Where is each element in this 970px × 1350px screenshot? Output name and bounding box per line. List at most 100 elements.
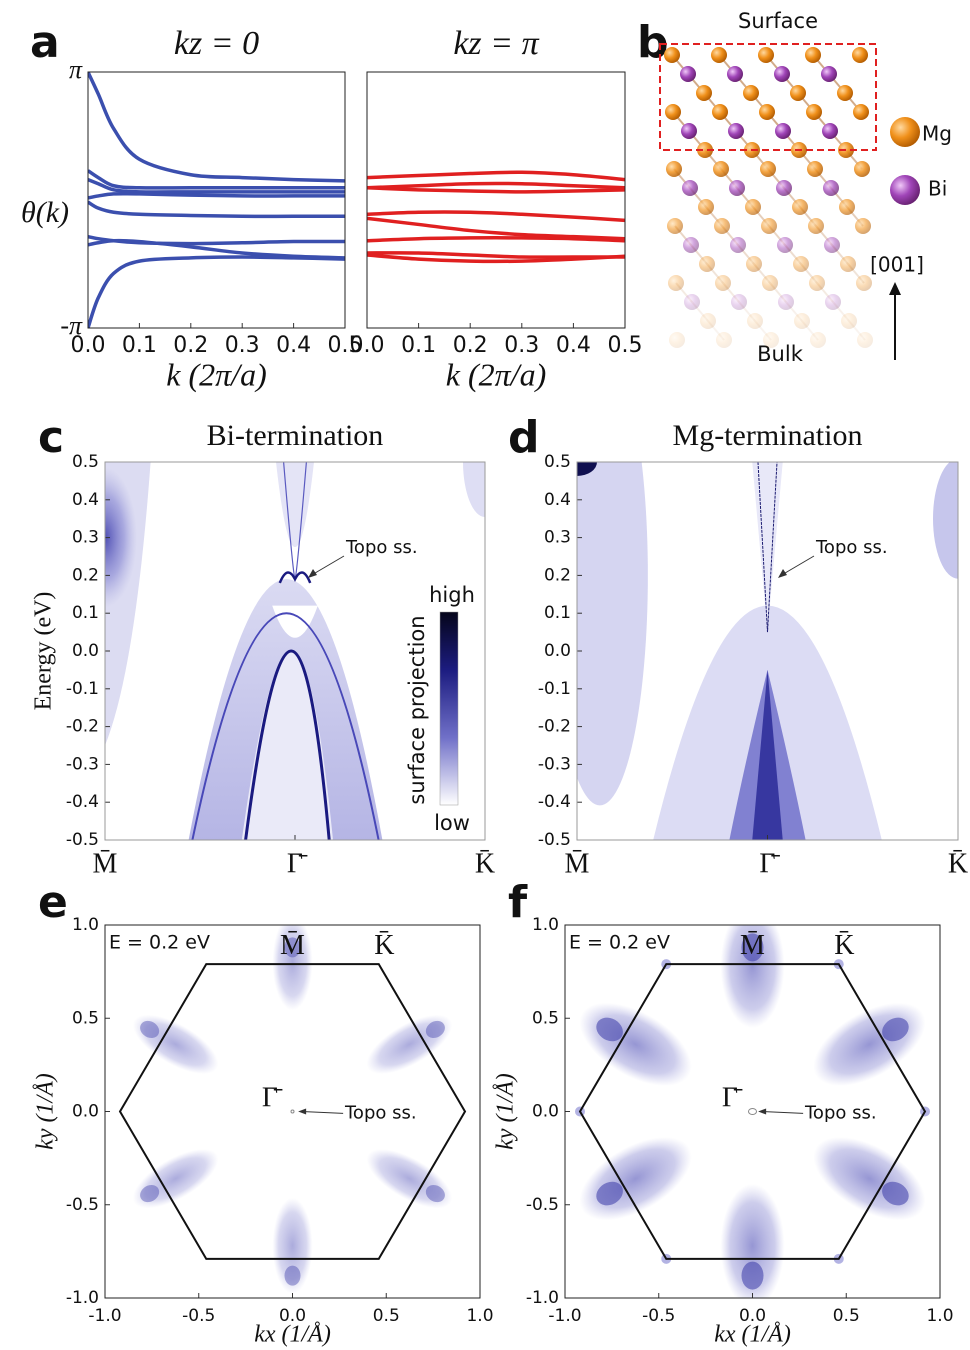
mg-atom [856, 275, 872, 291]
x-tick-label: 1.0 [466, 1306, 493, 1326]
y-tick-label: π [69, 55, 83, 84]
bi-atom [821, 66, 837, 82]
bi-atom [778, 294, 794, 310]
colorbar-label: surface projection [405, 615, 429, 804]
wilson-loop-line [367, 253, 625, 264]
cone [752, 462, 783, 633]
panel-label: d [508, 412, 540, 463]
mg-atom [808, 218, 824, 234]
fermi-core [425, 1185, 445, 1203]
mg-atom [837, 85, 853, 101]
wilson-loop-line [367, 251, 625, 259]
x-tick-label: 0.3 [225, 333, 260, 358]
panel-b: b Surface Bulk [001] Mg Bi [637, 9, 952, 366]
fermi-pocket [720, 1183, 785, 1298]
mg-atom [839, 199, 855, 215]
y-tick-label: -0.3 [538, 754, 571, 774]
bulk-band [933, 462, 958, 579]
fermi-core [882, 1181, 909, 1206]
y-tick-label: -1.0 [526, 1288, 559, 1308]
x-tick-label: 0.5 [328, 333, 363, 358]
x-tick-label: 0.0 [350, 333, 385, 358]
y-tick-label: -π [60, 311, 83, 340]
plot-frame [564, 924, 941, 1299]
wilson-loop-line [88, 178, 345, 194]
surface-state [105, 467, 137, 608]
y-tick-label: 0.0 [72, 1102, 99, 1122]
fermi-pocket [366, 1149, 453, 1209]
mg-atom [747, 313, 763, 329]
colorbar-high: high [429, 583, 475, 607]
panel-title: kz = π [453, 25, 539, 62]
x-axis-label: kx (1/Å) [714, 1322, 791, 1348]
fermi-pocket [132, 1014, 219, 1074]
colorbar-low: low [434, 811, 470, 835]
x-category-label: Γ̄ [287, 848, 308, 879]
direction-label: [001] [870, 253, 924, 277]
y-tick-label: -0.5 [538, 830, 571, 850]
mg-atom [715, 275, 731, 291]
x-tick-label: 0.1 [401, 333, 436, 358]
band-line [191, 612, 380, 840]
legend-label: Bi [928, 177, 947, 201]
x-axis-label: kx (1/Å) [254, 1322, 331, 1348]
wilson-loop-line [88, 200, 345, 219]
colorbar [439, 611, 459, 806]
plot-frame [104, 924, 481, 1299]
panel-title: kz = 0 [174, 25, 259, 62]
panel-label: a [30, 17, 60, 68]
y-tick-label: 0.5 [72, 1008, 99, 1028]
plot-frame [576, 461, 959, 841]
y-tick-label: -0.1 [538, 679, 571, 699]
fermi-core [741, 933, 764, 962]
y-tick-label: 0.5 [544, 452, 571, 472]
x-tick-label: 0.4 [556, 333, 591, 358]
wilson-loop-line [367, 181, 625, 190]
bi-atom [683, 237, 699, 253]
plot-frame [366, 71, 626, 329]
y-tick-label: 0.4 [72, 490, 99, 510]
wilson-loop-line [88, 72, 345, 183]
annotation-arrow [779, 555, 815, 577]
panel: kz = π 0.0 0.1 0.2 0.3 0.4 0.5 k (2π/a) [350, 25, 643, 393]
mg-atom [759, 104, 775, 120]
bulk-band [276, 462, 314, 548]
bi-atom [730, 237, 746, 253]
bi-atom [776, 180, 792, 196]
y-tick-label: 0.3 [544, 528, 571, 548]
x-tick-label: 0.2 [173, 333, 208, 358]
legend-label: Mg [922, 122, 952, 146]
mg-atom [711, 47, 727, 63]
y-tick-label: 0.2 [544, 565, 571, 585]
y-tick-label: 0.1 [544, 603, 571, 623]
x-category-label: M̄ [565, 848, 590, 879]
annotation: Topo ss. [344, 1102, 417, 1123]
y-tick-label: -0.3 [66, 754, 99, 774]
fermi-pocket [813, 1137, 926, 1221]
panel: d Mg-termination -0.5 -0.4 -0.3 -0.2 -0.1 0.0 0.… [508, 412, 968, 879]
mg-atom [664, 47, 680, 63]
bi-atom [822, 123, 838, 139]
panel: e -1.0 -0.5 0.0 0.5 1.0 -1.0 -0.5 0.0 0.5 1.0 kx (1… [33, 877, 494, 1348]
y-tick-label: -0.4 [538, 792, 571, 812]
plot-area [105, 462, 485, 840]
fermi-core [140, 1020, 160, 1038]
annotation-arrow [301, 1111, 344, 1114]
bulk-band [577, 462, 648, 806]
mg-atom [855, 218, 871, 234]
fermi-pocket [579, 1137, 692, 1221]
wilson-loop-line [88, 169, 345, 190]
topo-ss [757, 462, 778, 633]
x-category-label: K̄ [948, 848, 968, 879]
x-tick-label: -0.5 [642, 1306, 675, 1326]
annotation: Topo ss. [815, 537, 888, 558]
mg-atom [852, 47, 868, 63]
arrow-head [778, 569, 787, 578]
mg-atom [806, 104, 822, 120]
bi-atom [823, 180, 839, 196]
wilson-loop-line [367, 210, 625, 223]
plot-frame [104, 461, 486, 841]
mg-atom [758, 47, 774, 63]
fermi-core [596, 1017, 623, 1042]
